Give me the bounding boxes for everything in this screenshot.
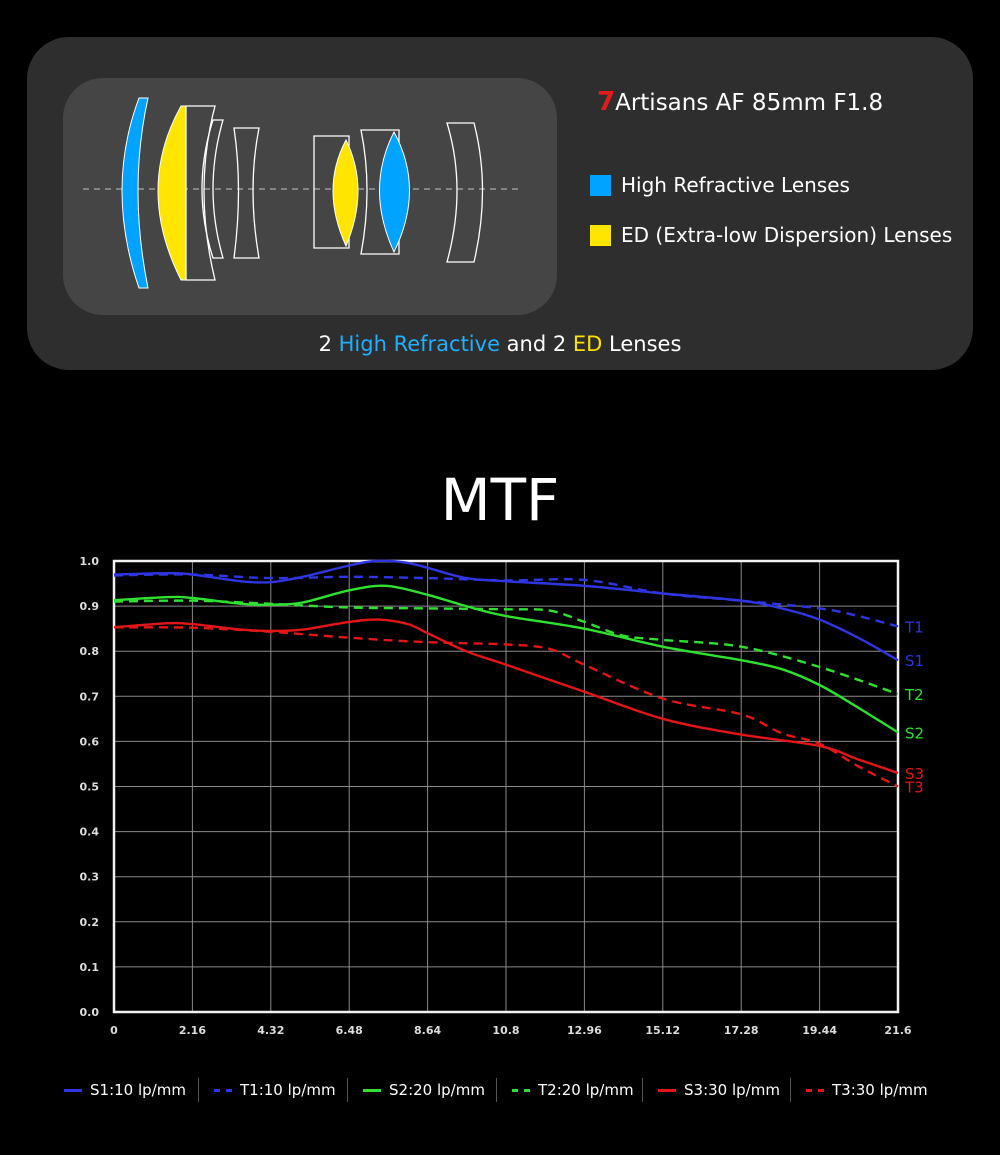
lens-element-clear-4 xyxy=(313,135,350,249)
mtf-chart-svg: 0 2.16 4.32 6.48 8.64 10.8 12.96 15.12 17.28 19.4… xyxy=(80,555,925,1037)
lens-element-high-refractive-2 xyxy=(379,130,410,254)
product-title: 7Artisans AF 85mm F1.8 xyxy=(597,87,883,117)
x-tick-label: 10.8 xyxy=(492,1024,519,1037)
x-tick-label: 4.32 xyxy=(257,1024,284,1037)
series-end-label-t3: T3 xyxy=(904,779,924,797)
brand-name: Artisans xyxy=(615,90,709,116)
legend-ed-label: ED (Extra-low Dispersion) Lenses xyxy=(621,223,953,247)
lens-element-clear-3 xyxy=(233,127,260,259)
series-legend: S1:10 lp/mm T1:10 lp/mm S2:20 lp/mm T2:20 l… xyxy=(0,1076,1000,1104)
legend-line-icon xyxy=(658,1088,676,1092)
brand-mark: 7 xyxy=(597,87,616,117)
legend-label: T2:20 lp/mm xyxy=(538,1081,634,1099)
legend-separator xyxy=(790,1078,791,1102)
y-tick-label: 0.6 xyxy=(80,735,100,748)
legend-label: S2:20 lp/mm xyxy=(389,1081,485,1099)
legend-item-s3: S3:30 lp/mm xyxy=(658,1076,780,1104)
lens-element-clear-6 xyxy=(446,122,484,263)
y-tick-label: 1.0 xyxy=(80,555,100,568)
series-end-label-s3: S3 xyxy=(905,765,924,783)
lens-element-clear-2 xyxy=(201,119,224,259)
blue-swatch-icon xyxy=(590,174,611,196)
legend-ed: ED (Extra-low Dispersion) Lenses xyxy=(590,223,952,247)
x-tick-label: 12.96 xyxy=(567,1024,602,1037)
legend-separator xyxy=(198,1078,199,1102)
x-tick-label: 8.64 xyxy=(414,1024,441,1037)
legend-separator xyxy=(642,1078,643,1102)
lens-element-ed-1 xyxy=(157,105,187,281)
y-tick-label: 0.9 xyxy=(80,600,100,613)
caption-high-refractive: High Refractive xyxy=(338,332,500,356)
legend-item-t3: T3:30 lp/mm xyxy=(806,1076,928,1104)
y-tick-label: 0.4 xyxy=(80,826,100,839)
legend-high-refractive-label: High Refractive Lenses xyxy=(621,173,850,197)
caption-part: 2 xyxy=(318,332,339,356)
series-end-label-t1: T1 xyxy=(904,618,924,636)
lens-caption: 2 High Refractive and 2 ED Lenses xyxy=(0,332,1000,356)
x-tick-label: 2.16 xyxy=(179,1024,206,1037)
x-tick-label: 6.48 xyxy=(336,1024,363,1037)
y-tick-label: 0.2 xyxy=(80,916,100,929)
y-tick-label: 0.8 xyxy=(80,645,100,658)
y-tick-label: 0.1 xyxy=(80,961,100,974)
legend-item-t1: T1:10 lp/mm xyxy=(214,1076,336,1104)
x-tick-label: 21.6 xyxy=(884,1024,911,1037)
legend-line-icon xyxy=(512,1088,530,1092)
legend-label: T1:10 lp/mm xyxy=(240,1081,336,1099)
lens-diagram xyxy=(63,78,557,315)
legend-item-s1: S1:10 lp/mm xyxy=(64,1076,186,1104)
y-tick-label: 0.5 xyxy=(80,781,100,794)
legend-item-s2: S2:20 lp/mm xyxy=(363,1076,485,1104)
x-tick-label: 17.28 xyxy=(724,1024,759,1037)
series-line-t2 xyxy=(113,599,899,696)
series-end-label-t2: T2 xyxy=(904,686,924,704)
caption-part: and 2 xyxy=(500,332,573,356)
lens-element-high-refractive-1 xyxy=(121,97,149,289)
series-line-s2 xyxy=(113,584,899,734)
series-line-t3 xyxy=(113,626,899,788)
series-end-label-s1: S1 xyxy=(905,652,924,670)
caption-part: Lenses xyxy=(602,332,682,356)
legend-label: T3:30 lp/mm xyxy=(832,1081,928,1099)
lens-element-clear-1 xyxy=(185,105,216,281)
series-end-label-s2: S2 xyxy=(905,724,924,742)
lens-element-ed-2 xyxy=(332,138,359,248)
legend-separator xyxy=(347,1078,348,1102)
legend-item-t2: T2:20 lp/mm xyxy=(512,1076,634,1104)
x-tick-label: 15.12 xyxy=(645,1024,680,1037)
caption-ed: ED xyxy=(572,332,603,356)
legend-label: S1:10 lp/mm xyxy=(90,1081,186,1099)
mtf-chart: 0 2.16 4.32 6.48 8.64 10.8 12.96 15.12 17.28 19.4… xyxy=(0,540,1000,1060)
legend-label: S3:30 lp/mm xyxy=(684,1081,780,1099)
legend-line-icon xyxy=(64,1088,82,1092)
x-tick-label: 0 xyxy=(110,1024,118,1037)
x-tick-label: 19.44 xyxy=(802,1024,837,1037)
series-line-s1 xyxy=(113,559,899,662)
legend-line-icon xyxy=(363,1088,381,1092)
legend-line-icon xyxy=(214,1088,232,1092)
lens-element-clear-5 xyxy=(360,129,400,255)
y-tick-label: 0.0 xyxy=(80,1006,100,1019)
model-name: AF 85mm F1.8 xyxy=(715,90,884,116)
legend-separator xyxy=(496,1078,497,1102)
legend-high-refractive: High Refractive Lenses xyxy=(590,173,850,197)
optical-layout-svg xyxy=(83,97,523,289)
yellow-swatch-icon xyxy=(590,224,611,246)
series-line-t1 xyxy=(113,573,899,628)
y-tick-label: 0.7 xyxy=(80,690,100,703)
y-tick-label: 0.3 xyxy=(80,871,100,884)
legend-line-icon xyxy=(806,1088,824,1092)
mtf-title: MTF xyxy=(440,466,560,534)
